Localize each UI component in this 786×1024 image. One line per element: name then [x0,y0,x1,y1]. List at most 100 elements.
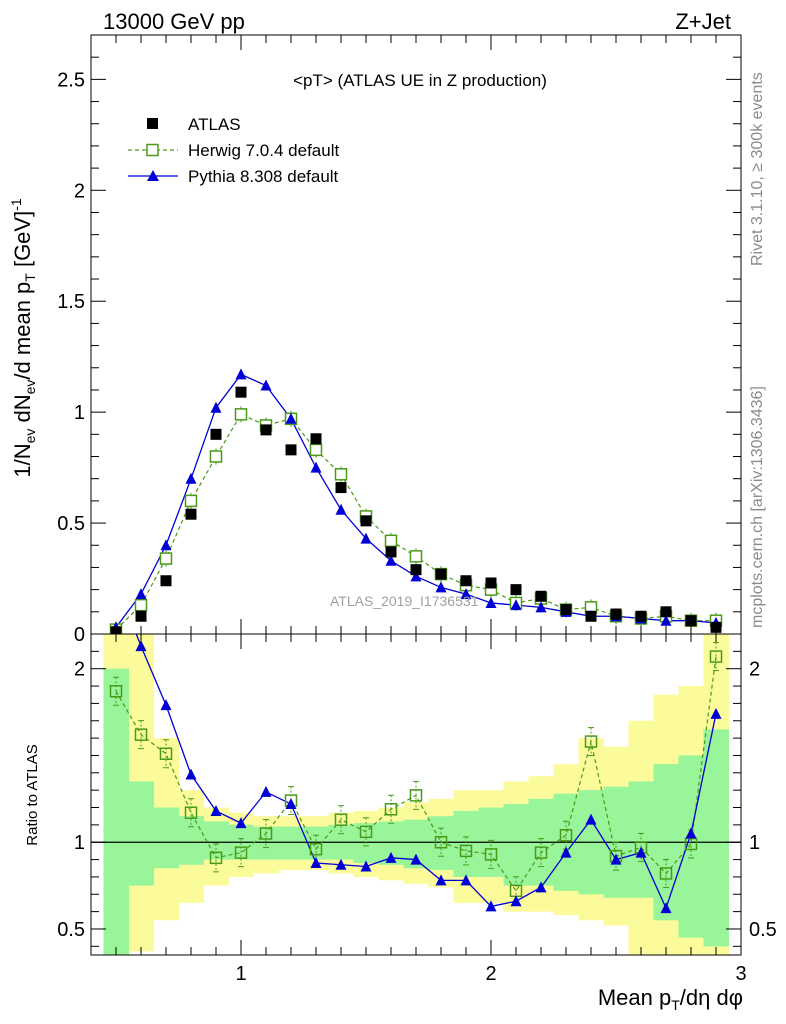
atlas-point [485,577,497,589]
ratio-y-tick-label-right: 0.5 [749,919,777,941]
ratio-pythia-point [285,798,297,810]
main-plot-area [109,368,723,634]
main-y-tick-label: 2.5 [57,69,85,91]
ratio-herwig-point [534,846,548,859]
ratio-y-tick-label-right: 2 [749,659,760,681]
legend: ATLAS Herwig 7.0.4 default Pythia 8.308 … [128,115,339,186]
ratio-pythia-point [585,813,597,825]
main-y-ticks: 0 0.5 1 1.5 2 2.5 [57,56,741,646]
ratio-pythia-point [560,846,572,858]
herwig-point [334,468,348,481]
legend-label-atlas: ATLAS [188,115,241,134]
pythia-point [535,601,547,613]
legend-marker-pythia [147,170,159,181]
ratio-pythia-point [310,857,322,869]
atlas-point [460,575,472,587]
atlas-point [160,575,172,587]
atlas-point [210,428,222,440]
uncertainty-band-inner [203,821,229,860]
ratio-y-ticks: 0.5 0.5 1 1 2 2 [57,650,777,947]
pythia-point [335,503,347,515]
ratio-pythia-point [710,707,722,719]
main-panel: 0 0.5 1 1.5 2 2.5 <pT> (ATLAS UE in Z product… [8,34,742,646]
ratio-x-tick-label: 2 [485,963,496,985]
pythia-point [260,379,272,391]
ratio-x-axis-label: Mean pT/dη dφ [598,985,743,1013]
main-y-tick-label: 1.5 [57,291,85,313]
pythia-point [485,596,497,608]
ratio-y-tick-label: 2 [74,659,85,681]
ratio-y-tick-label: 0.5 [57,919,85,941]
ratio-herwig-point [459,844,473,858]
atlas-point [285,444,297,456]
pythia-point [460,588,472,600]
uncertainty-band-inner [703,729,729,947]
pythia-point [185,472,197,484]
header-right: Z+Jet [675,9,731,34]
pythia-line [115,373,717,628]
main-y-tick-label: 0.5 [57,513,85,535]
uncertainty-band-inner [153,807,179,869]
atlas-point [635,610,647,622]
ratio-x-tick-label: 1 [235,963,246,985]
mcplots-label: mcplots.cern.ch [arXiv:1306.3436] [749,386,766,628]
header-left: 13000 GeV pp [103,9,245,34]
ratio-pythia-point [135,640,147,652]
herwig-point [134,598,148,612]
ratio-pythia-point [610,853,622,865]
atlas-point [260,424,272,436]
atlas-point [235,386,247,398]
ratio-herwig-point [209,851,223,865]
ratio-herwig-point [484,848,498,861]
legend-label-pythia: Pythia 8.308 default [188,167,339,186]
ratio-herwig-point [384,802,398,816]
legend-label-herwig: Herwig 7.0.4 default [188,141,339,160]
main-title: <pT> (ATLAS UE in Z production) [293,71,547,90]
ratio-pythia-point [260,785,272,797]
herwig-point [234,408,248,421]
main-y-tick-label: 0 [74,624,85,646]
herwig-point [159,552,173,565]
ratio-herwig-point [134,728,148,741]
ratio-pythia-point [385,851,397,863]
pythia-point [510,599,522,611]
herwig-point [384,534,398,548]
herwig-point [184,494,198,508]
main-y-axis-label: 1/Nev dNev/d mean pT [GeV]-1 [8,198,38,478]
ratio-pythia-point [185,768,197,780]
pythia-point [210,401,222,413]
atlas-point [685,615,697,627]
ratio-herwig-point [659,867,673,880]
ratio-herwig-point [234,846,248,859]
ratio-pythia-point [235,817,247,829]
uncertainty-band-inner [278,826,304,860]
ratio-herwig-point [559,829,573,842]
ratio-pythia-point [160,699,172,711]
uncertainty-band-inner [428,816,454,870]
pythia-point [385,554,397,566]
watermark: ATLAS_2019_I1736531 [330,593,479,609]
legend-marker-herwig [146,143,159,157]
ratio-plot-area [91,634,741,955]
uncertainty-band-inner [128,781,154,886]
atlas-point [135,610,147,622]
pythia-point [660,614,672,626]
ratio-herwig-point [109,685,123,698]
main-y-tick-label: 1 [74,402,85,424]
ratio-herwig-point [159,747,173,760]
ratio-series-group [91,634,741,955]
ratio-pythia-point [485,900,497,912]
atlas-point [335,482,347,494]
ratio-x-tick-label: 3 [735,963,746,985]
ratio-herwig-point [184,806,198,819]
herwig-point [209,450,223,463]
uncertainty-band-inner [453,810,479,877]
atlas-point [610,608,622,620]
ratio-herwig-point [709,650,723,663]
rivet-label: Rivet 3.1.10, ≥ 300k events [749,72,766,266]
main-y-tick-label: 2 [74,180,85,202]
pythia-point [410,570,422,582]
atlas-point [410,564,422,576]
atlas-point [660,606,672,618]
ratio-herwig-point [334,813,348,826]
